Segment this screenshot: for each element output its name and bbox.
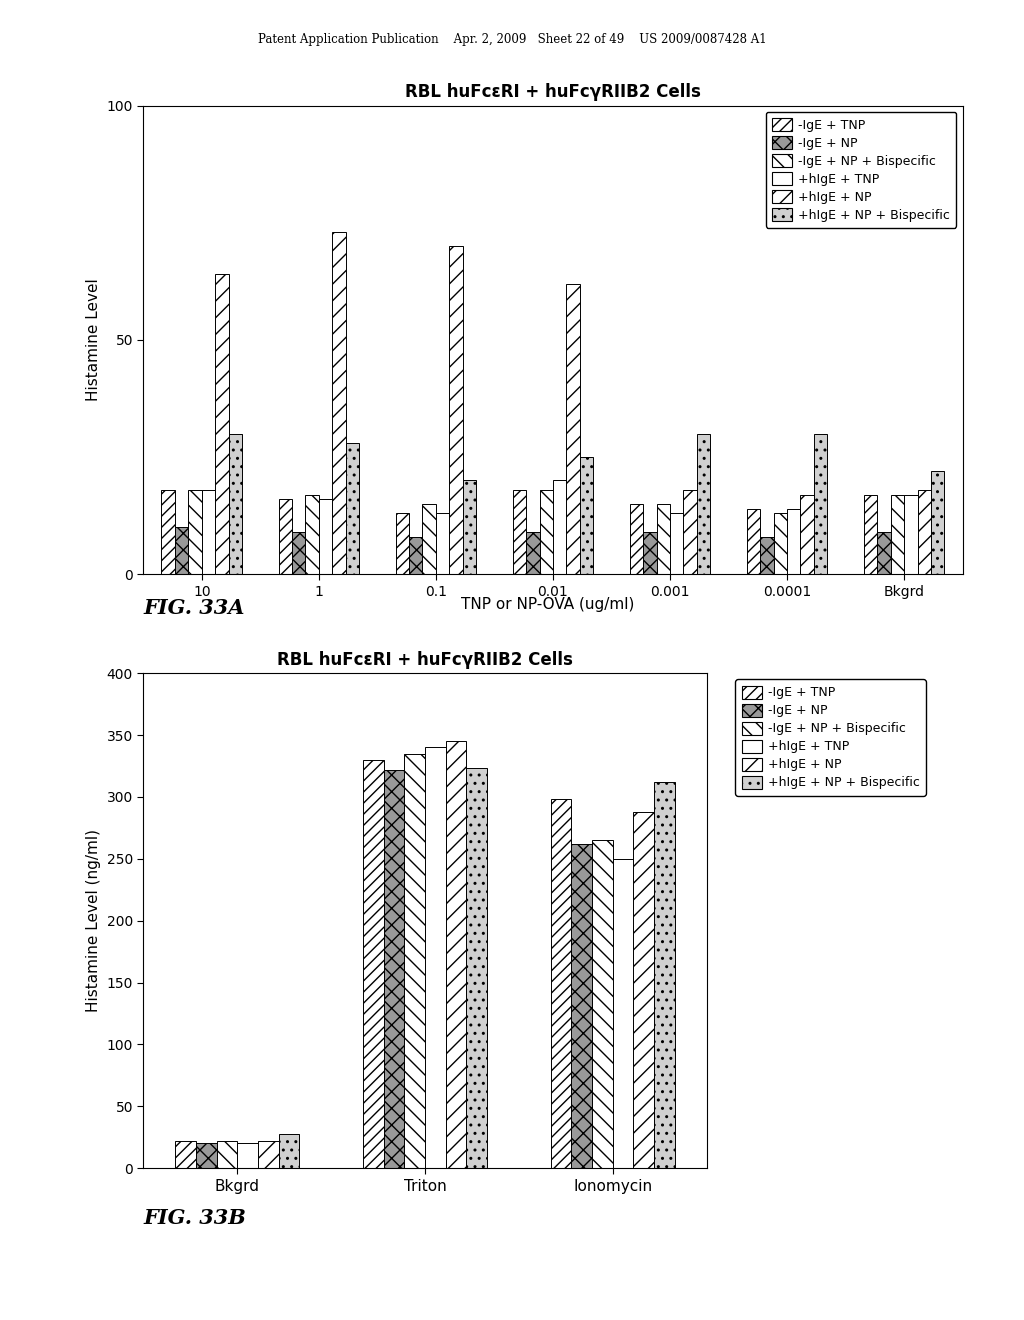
Bar — [258, 1140, 279, 1168]
Bar — [196, 1143, 217, 1168]
Text: TNP or NP-OVA (ug/ml): TNP or NP-OVA (ug/ml) — [461, 597, 635, 611]
Bar — [526, 532, 540, 574]
Bar — [404, 754, 425, 1168]
Bar — [654, 781, 675, 1168]
Bar — [540, 490, 553, 574]
Legend: -IgE + TNP, -IgE + NP, -IgE + NP + Bispecific, +hIgE + TNP, +hIgE + NP, +hIgE + : -IgE + TNP, -IgE + NP, -IgE + NP + Bispe… — [735, 680, 926, 796]
Bar — [612, 859, 633, 1168]
Bar — [904, 495, 918, 574]
Bar — [318, 499, 333, 574]
Bar — [364, 760, 384, 1168]
Bar — [787, 508, 801, 574]
Bar — [513, 490, 526, 574]
Bar — [633, 812, 654, 1168]
Bar — [175, 1140, 196, 1168]
Bar — [162, 490, 175, 574]
Bar — [683, 490, 697, 574]
Title: RBL huFcεRI + huFcγRIIB2 Cells: RBL huFcεRI + huFcγRIIB2 Cells — [278, 651, 572, 669]
Y-axis label: Histamine Level (ng/ml): Histamine Level (ng/ml) — [86, 829, 101, 1012]
Bar — [436, 513, 450, 574]
Bar — [801, 495, 814, 574]
Bar — [279, 1134, 299, 1168]
Bar — [551, 800, 571, 1168]
Bar — [566, 284, 580, 574]
Bar — [891, 495, 904, 574]
Bar — [571, 843, 592, 1168]
Bar — [863, 495, 878, 574]
Bar — [580, 457, 593, 574]
Bar — [643, 532, 656, 574]
Y-axis label: Histamine Level: Histamine Level — [86, 279, 101, 401]
Bar — [395, 513, 409, 574]
Bar — [445, 742, 466, 1168]
Bar — [656, 504, 670, 574]
Bar — [238, 1143, 258, 1168]
Bar — [175, 528, 188, 574]
Bar — [215, 275, 228, 574]
Bar — [463, 480, 476, 574]
Bar — [450, 246, 463, 574]
Bar — [878, 532, 891, 574]
Text: FIG. 33B: FIG. 33B — [143, 1208, 246, 1228]
Bar — [217, 1140, 238, 1168]
Bar — [670, 513, 683, 574]
Bar — [553, 480, 566, 574]
Bar — [746, 508, 760, 574]
Bar — [305, 495, 318, 574]
Bar — [279, 499, 292, 574]
Title: RBL huFcεRI + huFcγRIIB2 Cells: RBL huFcεRI + huFcγRIIB2 Cells — [406, 83, 700, 102]
Bar — [697, 434, 711, 574]
Bar — [409, 537, 423, 574]
Bar — [228, 434, 243, 574]
Bar — [592, 841, 612, 1168]
Bar — [423, 504, 436, 574]
Bar — [202, 490, 215, 574]
Bar — [425, 747, 445, 1168]
Bar — [466, 768, 487, 1168]
Bar — [384, 770, 404, 1168]
Bar — [346, 444, 359, 574]
Legend: -IgE + TNP, -IgE + NP, -IgE + NP + Bispecific, +hIgE + TNP, +hIgE + NP, +hIgE + : -IgE + TNP, -IgE + NP, -IgE + NP + Bispe… — [766, 112, 956, 228]
Text: FIG. 33A: FIG. 33A — [143, 598, 245, 618]
Bar — [630, 504, 643, 574]
Bar — [760, 537, 773, 574]
Text: Patent Application Publication    Apr. 2, 2009   Sheet 22 of 49    US 2009/00874: Patent Application Publication Apr. 2, 2… — [258, 33, 766, 46]
Bar — [931, 471, 944, 574]
Bar — [814, 434, 827, 574]
Bar — [292, 532, 305, 574]
Bar — [918, 490, 931, 574]
Bar — [333, 232, 346, 574]
Bar — [773, 513, 787, 574]
Bar — [188, 490, 202, 574]
